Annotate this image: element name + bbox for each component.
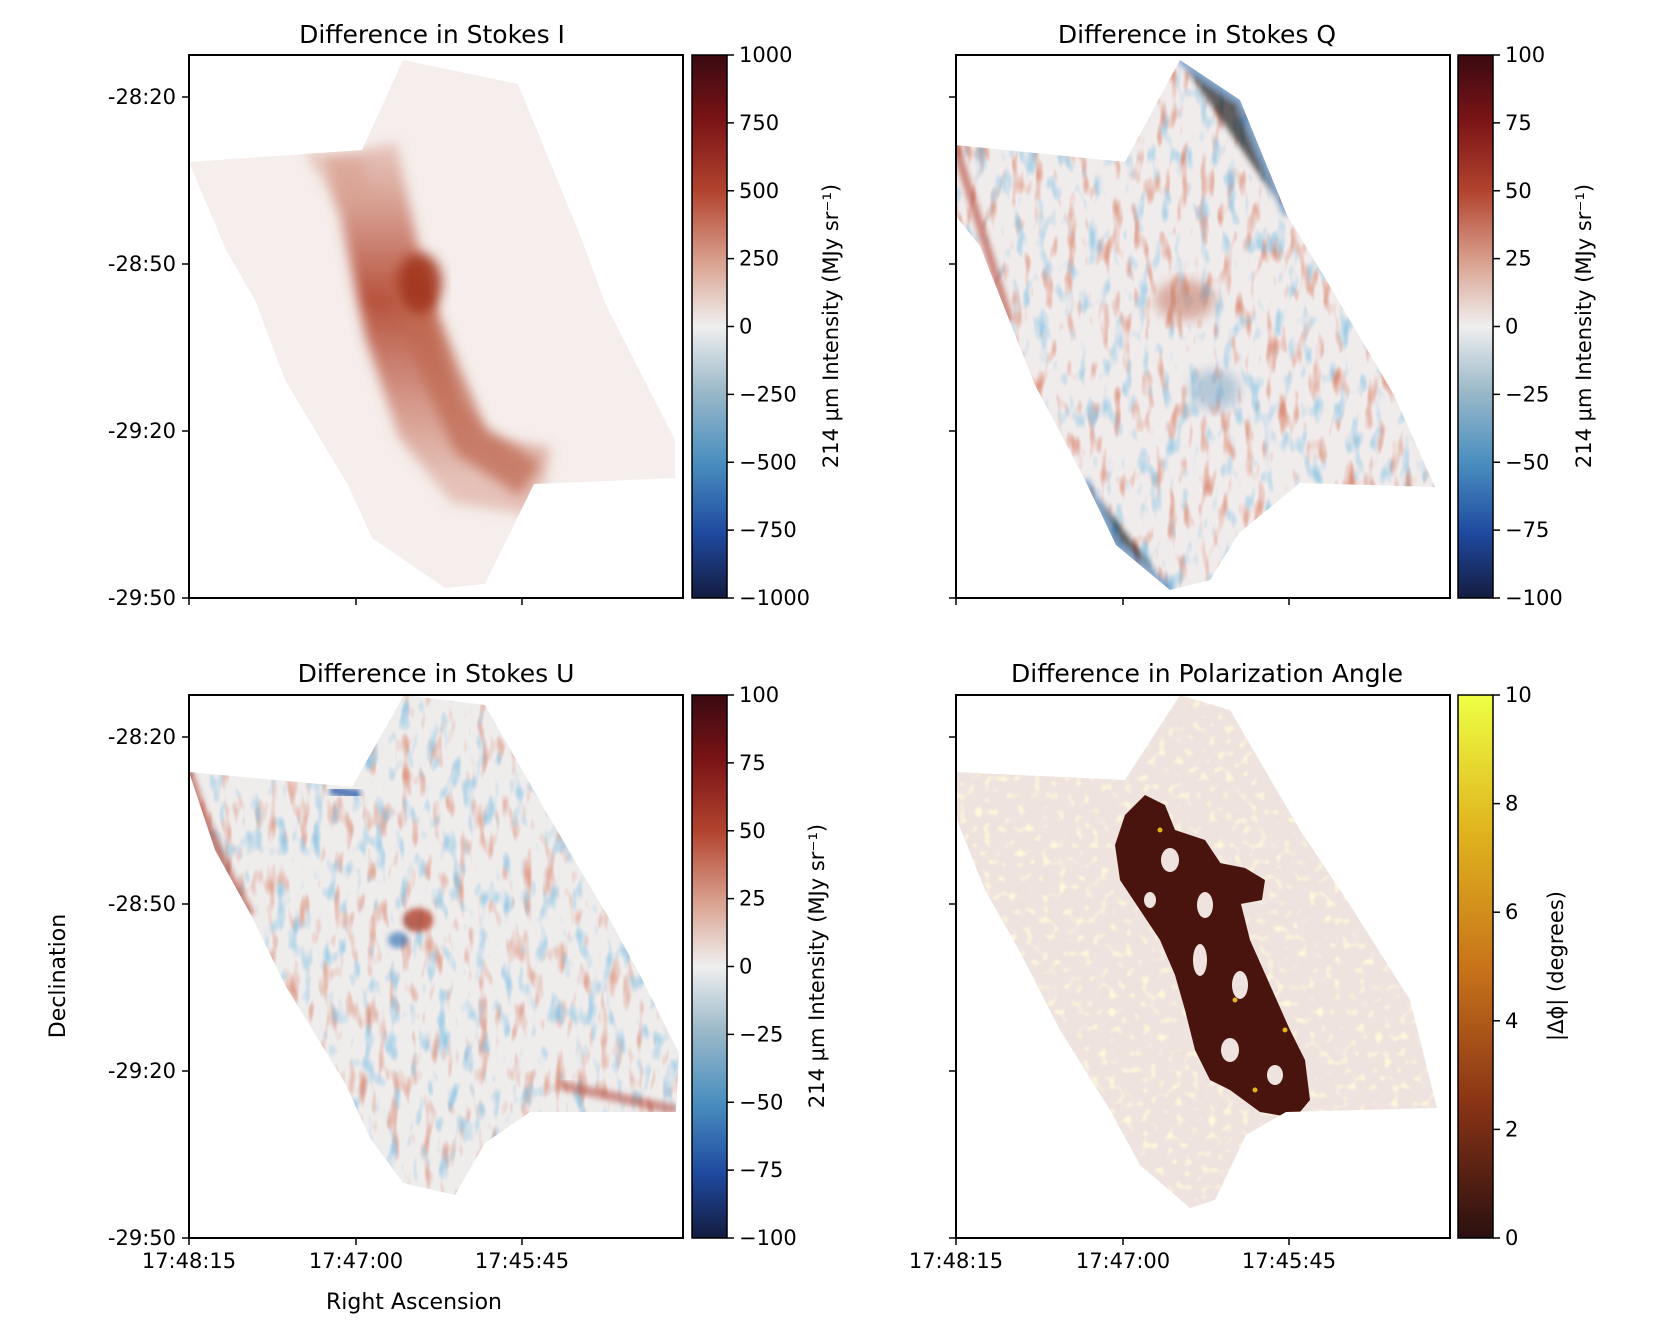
colorbar-tick-label: −500	[739, 450, 797, 474]
dec-tick-label: -29:20	[108, 419, 176, 443]
colorbar-tick-label: 8	[1505, 792, 1518, 816]
colorbar-tick-label: 75	[1505, 111, 1532, 135]
stokes-u-colorbar: 100 75 50 25 0 −25 −50 −75 −100 214 μm Intensity…	[691, 683, 829, 1250]
stokes-u-yaxis: -28:20 -28:50 -29:20 -29:50	[108, 725, 189, 1250]
panel-polarization-angle: Difference in Polarization Angle	[909, 659, 1569, 1273]
colorbar-tick-label: 10	[1505, 683, 1532, 707]
ra-tick-label: 17:47:00	[1076, 1249, 1170, 1273]
colorbar-tick-label: −25	[739, 1022, 783, 1046]
colorbar-label: |Δϕ| (degrees)	[1544, 891, 1569, 1041]
colorbar-tick-label: −25	[1505, 382, 1549, 406]
colorbar-ticks: 100 75 50 25 0 −25 −50 −75 −100	[1493, 43, 1563, 610]
panel-stokes-q: Difference in Stokes Q 100 75 50 25 0 −25 −50 −…	[949, 20, 1596, 610]
colorbar-tick-label: −250	[739, 382, 797, 406]
colorbar-label: 214 μm Intensity (MJy sr⁻¹)	[805, 824, 829, 1108]
stokes-q-xaxis	[955, 598, 1290, 605]
panel-title-polarization-angle: Difference in Polarization Angle	[1011, 659, 1403, 688]
colorbar-tick-label: −75	[739, 1158, 783, 1182]
ra-tick-label: 17:45:45	[1242, 1249, 1336, 1273]
colorbar-tick-label: 75	[739, 751, 766, 775]
ra-tick-label: 17:45:45	[475, 1249, 569, 1273]
colorbar-tick-label: 25	[739, 887, 766, 911]
colorbar-label: 214 μm Intensity (MJy sr⁻¹)	[819, 184, 843, 468]
panel-title-stokes-u: Difference in Stokes U	[298, 659, 575, 688]
stokes-u-frame	[188, 694, 684, 1239]
panel-stokes-i: Difference in Stokes I -28:20 -28:50 -29…	[108, 20, 843, 610]
dec-tick-label: -29:50	[108, 586, 176, 610]
colorbar-tick-label: 750	[739, 111, 779, 135]
panel-stokes-u: Difference in Stokes U -28:20 -28:50 -29…	[108, 659, 829, 1273]
ra-tick-label: 17:48:15	[909, 1249, 1003, 1273]
stokes-u-xaxis: 17:48:15 17:47:00 17:45:45	[142, 1238, 569, 1273]
panel-title-stokes-i: Difference in Stokes I	[299, 20, 565, 49]
polarization-angle-xaxis: 17:48:15 17:47:00 17:45:45	[909, 1238, 1336, 1273]
stokes-q-frame	[955, 54, 1451, 599]
ra-tick-label: 17:48:15	[142, 1249, 236, 1273]
colorbar-tick-label: 0	[1505, 1226, 1518, 1250]
colorbar-tick-label: 0	[739, 315, 752, 339]
colorbar-tick-label: −750	[739, 518, 797, 542]
colorbar-ticks: 10 8 6 4 2 0	[1493, 683, 1532, 1250]
colorbar-gradient	[691, 54, 728, 599]
colorbar-tick-label: 50	[1505, 179, 1532, 203]
colorbar-tick-label: −50	[1505, 450, 1549, 474]
colorbar-tick-label: 1000	[739, 43, 792, 67]
stokes-i-yaxis: -28:20 -28:50 -29:20 -29:50	[108, 85, 189, 610]
colorbar-tick-label: 250	[739, 247, 779, 271]
colorbar-tick-label: 6	[1505, 900, 1518, 924]
dec-tick-label: -28:20	[108, 725, 176, 749]
colorbar-ticks: 1000 750 500 250 0 −250 −500 −750 −1000	[727, 43, 810, 610]
polarization-angle-frame	[955, 694, 1451, 1239]
colorbar-tick-label: 500	[739, 179, 779, 203]
colorbar-tick-label: −100	[739, 1226, 797, 1250]
colorbar-tick-label: 50	[739, 819, 766, 843]
colorbar-tick-label: 2	[1505, 1117, 1518, 1141]
colorbar-tick-label: −50	[739, 1090, 783, 1114]
colorbar-tick-label: −100	[1505, 586, 1563, 610]
colorbar-gradient	[691, 694, 728, 1239]
colorbar-tick-label: 4	[1505, 1009, 1518, 1033]
dec-tick-label: -28:50	[108, 252, 176, 276]
dec-tick-label: -28:50	[108, 892, 176, 916]
stokes-i-xaxis	[188, 598, 523, 605]
colorbar-tick-label: 0	[1505, 315, 1518, 339]
polarization-angle-map	[955, 695, 1437, 1208]
dec-tick-label: -29:20	[108, 1059, 176, 1083]
polarization-angle-colorbar: 10 8 6 4 2 0 |Δϕ| (degrees)	[1457, 683, 1569, 1250]
stokes-q-map	[955, 60, 1435, 590]
large-angle-difference-region	[1115, 795, 1310, 1118]
colorbar-tick-label: 100	[739, 683, 779, 707]
stokes-i-map	[189, 60, 675, 588]
colorbar-gradient	[1457, 54, 1494, 599]
polarization-angle-yaxis	[949, 736, 956, 1239]
stokes-u-map	[189, 695, 679, 1195]
dec-tick-label: -29:50	[108, 1226, 176, 1250]
colorbar-label: 214 μm Intensity (MJy sr⁻¹)	[1572, 184, 1596, 468]
colorbar-ticks: 100 75 50 25 0 −25 −50 −75 −100	[727, 683, 797, 1250]
colorbar-tick-label: −1000	[739, 586, 810, 610]
panel-title-stokes-q: Difference in Stokes Q	[1058, 20, 1336, 49]
stokes-i-frame	[188, 54, 684, 599]
y-axis-label: Declination	[46, 914, 71, 1038]
stokes-q-yaxis	[949, 96, 956, 599]
dec-tick-label: -28:20	[108, 85, 176, 109]
x-axis-label: Right Ascension	[326, 1290, 502, 1315]
colorbar-tick-label: 100	[1505, 43, 1545, 67]
ra-tick-label: 17:47:00	[309, 1249, 403, 1273]
colorbar-gradient	[1457, 694, 1494, 1239]
colorbar-tick-label: 0	[739, 955, 752, 979]
colorbar-tick-label: −75	[1505, 518, 1549, 542]
stokes-q-colorbar: 100 75 50 25 0 −25 −50 −75 −100 214 μm Intensity…	[1457, 43, 1596, 610]
stokes-i-colorbar: 1000 750 500 250 0 −250 −500 −750 −1000 214 μm I…	[691, 43, 843, 610]
colorbar-tick-label: 25	[1505, 247, 1532, 271]
